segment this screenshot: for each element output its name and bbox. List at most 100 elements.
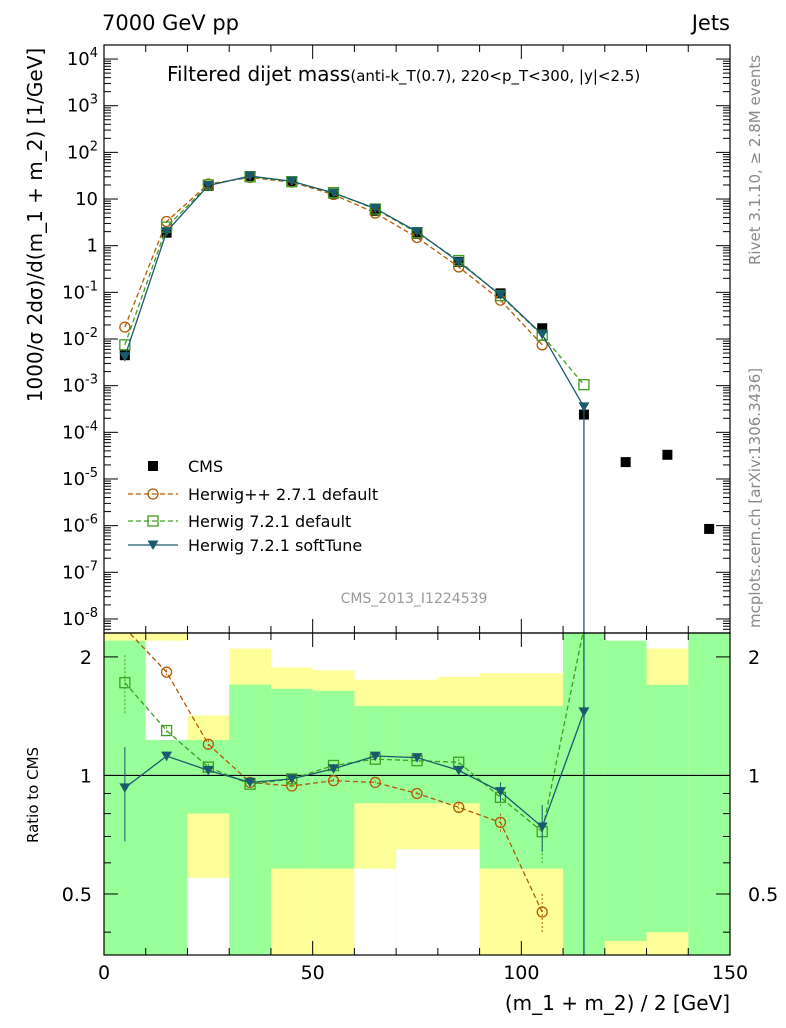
x-tick-label: 150 [712,962,748,984]
mcplots-label: mcplots.cern.ch [arXiv:1306.3436] [746,368,764,628]
y-tick-label: 102 [67,139,98,163]
ratio-point [536,822,548,832]
ratio-point [369,776,381,789]
main-point [286,176,298,188]
band-detail [396,849,438,955]
ratio-point [536,906,548,918]
ratio-point [160,724,173,737]
band-detail [437,803,480,850]
ratio-series-line [124,711,585,829]
ratio-ylabel: Ratio to CMS [24,747,42,843]
main-plot [119,171,715,633]
band-inner [604,640,647,955]
y-tick-label: 10-4 [62,419,98,443]
x-tick-label: 0 [98,962,110,984]
main-point [704,523,715,534]
legend-marker [147,488,159,500]
band-detail [145,633,188,741]
band-detail [479,868,522,955]
chart-title: Filtered dijet mass(anti-k_T(0.7), 220<p… [167,62,640,86]
legend-marker [147,515,159,527]
y-tick-label: 10-1 [62,279,98,303]
band-detail [646,648,689,685]
analysis-label: CMS_2013_I1224539 [341,591,488,607]
main-point [119,352,131,362]
y-tick-label: 10-7 [62,559,98,583]
main-point [328,188,340,198]
main-point [119,321,131,333]
ratio-xlabel: (m_1 + m_2) / 2 [GeV] [505,991,730,1015]
legend-label: Herwig 7.2.1 softTune [188,536,362,555]
band-detail [604,940,647,955]
main-point [244,171,256,182]
header-right: Jets [690,11,730,35]
ratio-point [411,753,423,763]
y-tick-label: 10-6 [62,513,98,537]
ratio-point [453,801,465,813]
ratio-point [244,777,256,788]
main-point [286,176,298,187]
rivet-label: Rivet 3.1.10, ≥ 2.8M events [746,55,764,265]
legend-marker [148,461,158,471]
main-series-line [124,175,585,408]
ratio-point [161,751,173,762]
ratio-point [202,738,214,750]
band-detail [396,803,438,850]
ratio-tick-label: 2 [80,647,92,669]
band-detail [312,868,355,955]
main-point [494,290,506,300]
ratio-frame [103,632,731,956]
ratio-tick-label: 1 [80,765,92,787]
main-point [161,227,173,237]
x-tick-label: 50 [301,962,325,984]
main-series-line [124,176,585,386]
ratio-point [369,751,381,762]
main-point [537,323,548,334]
y-tick-label: 10-3 [62,373,98,397]
ratio-point [494,816,507,829]
ratio-point [119,677,131,689]
band-detail [437,849,480,955]
ratio-tick-label: 2 [748,647,760,669]
y-tick-label: 103 [67,93,98,117]
band-detail [604,633,647,641]
ratio-point [411,787,423,800]
main-point [119,339,131,351]
main-point [578,379,590,391]
ratio-tick-label: 0.5 [62,884,92,906]
legend-label: CMS [188,457,223,476]
main-point [411,227,423,237]
y-tick-label: 10-8 [62,606,98,630]
band-detail [104,633,146,641]
ratio-point [494,787,506,797]
legend-label: Herwig++ 2.7.1 default [188,485,378,504]
x-tick-label: 100 [503,962,539,984]
ratio-point [286,774,298,784]
ratio-point [453,765,465,776]
band-detail [187,877,230,955]
legend-marker [147,540,159,550]
band-detail [354,803,397,869]
ratio-point [160,666,173,678]
main-series-line [124,176,543,346]
y-tick-label: 10-2 [62,326,98,350]
y-tick-label: 10-5 [62,466,98,490]
main-point [202,180,214,191]
y-tick-label: 10 [75,189,98,210]
main-point [620,457,631,468]
band-detail [145,633,188,641]
legend-label: Herwig 7.2.1 default [188,512,351,531]
ratio-point [328,764,340,774]
band-detail [187,813,230,878]
ratio-point [202,765,214,776]
band-detail [646,633,689,649]
y-tick-label: 104 [67,46,98,70]
main-point [536,329,548,340]
ratio-tick-label: 0.5 [748,884,778,906]
band-inner [688,633,730,955]
main-point [662,449,673,460]
band-inner [646,684,689,955]
band-detail [646,932,689,955]
band-inner [229,684,271,955]
